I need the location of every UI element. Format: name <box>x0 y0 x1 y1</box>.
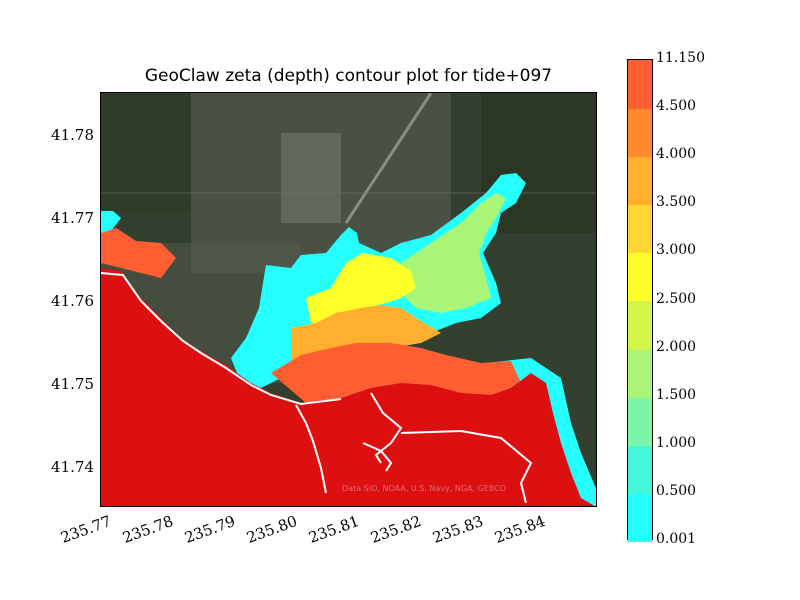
colorbar-tick-label: 0.001 <box>656 531 697 547</box>
y-tick-label: 41.74 <box>51 458 94 477</box>
colorbar-tick-label: 4.500 <box>656 98 697 115</box>
plot-area <box>100 92 597 507</box>
colorbar-band <box>628 300 652 350</box>
harbor-spit <box>362 442 393 472</box>
forest-area-west <box>101 93 191 213</box>
x-tick-label: 235.83 <box>430 512 487 547</box>
colorbar-tick-label: 3.000 <box>656 242 697 259</box>
colorbar-band <box>628 156 652 206</box>
inundation-west-lobe <box>101 228 176 278</box>
y-tick-label: 41.77 <box>51 209 94 228</box>
downtown-area <box>281 133 341 223</box>
x-tick-label: 235.77 <box>57 512 114 547</box>
offshore-contour <box>400 429 533 504</box>
colorbar-tick-label: 1.000 <box>656 434 697 451</box>
colorbar-tick-label: 1.500 <box>656 386 697 403</box>
inundation-max <box>101 268 595 506</box>
y-tick-label: 41.78 <box>51 126 94 145</box>
colorbar-tick-label: 11.150 <box>656 50 705 66</box>
jetty-harbor <box>370 392 403 464</box>
shoreline-contour <box>101 272 342 406</box>
x-tick-label: 235.82 <box>368 512 424 547</box>
inundation-mid <box>306 253 416 328</box>
map-svg <box>101 93 596 506</box>
x-tick-label: 235.80 <box>244 512 300 547</box>
colorbar-band <box>628 204 652 254</box>
colorbar-tick-label: 3.500 <box>656 194 697 211</box>
y-tick-label: 41.75 <box>51 375 94 394</box>
highway-road <box>344 93 433 224</box>
colorbar <box>627 59 653 542</box>
colorbar-band <box>628 252 652 302</box>
colorbar-band <box>628 108 652 158</box>
colorbar-tick-label: 0.500 <box>656 482 697 499</box>
colorbar-tick-label: 4.000 <box>656 146 697 163</box>
colorbar-tick-label: 2.000 <box>656 338 697 355</box>
colorbar-band <box>628 60 652 109</box>
chart-title: GeoClaw zeta (depth) contour plot for ti… <box>144 66 553 86</box>
y-tick-label: 41.76 <box>51 292 94 311</box>
x-tick-label: 235.79 <box>182 512 238 547</box>
colorbar-band <box>628 444 652 494</box>
colorbar-band <box>628 492 652 542</box>
inundation-mid-low <box>401 193 506 313</box>
inundation-upper <box>271 343 521 403</box>
jetty-west <box>295 404 327 494</box>
colorbar-band <box>628 396 652 446</box>
map-attribution: Data SIO, NOAA, U.S. Navy, NGA, GEBCO <box>342 484 507 493</box>
colorbar-band <box>628 348 652 398</box>
x-tick-label: 235.81 <box>306 512 362 547</box>
x-tick-label: 235.78 <box>119 512 176 547</box>
colorbar-tick-label: 2.500 <box>656 290 697 307</box>
x-tick-label: 235.84 <box>492 512 549 547</box>
